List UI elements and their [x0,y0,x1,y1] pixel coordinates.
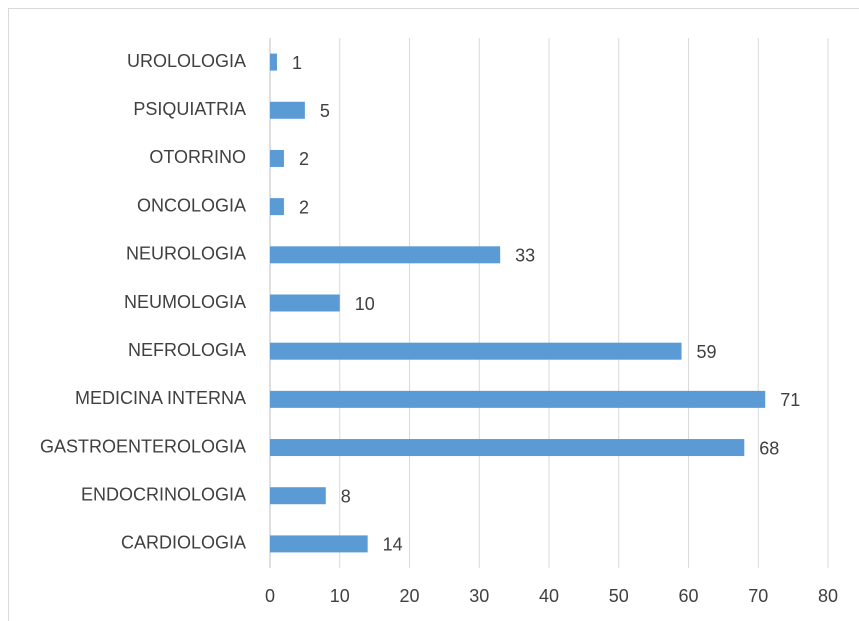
bar [270,101,305,119]
bar [270,342,682,360]
bar [270,53,277,71]
x-tick-label: 10 [330,586,350,606]
bar [270,294,340,312]
bar [270,390,766,408]
y-tick-label: GASTROENTEROLOGIA [40,436,246,456]
data-label: 10 [355,294,375,314]
bar [270,535,368,553]
x-tick-label: 40 [539,586,559,606]
data-label: 68 [759,438,779,458]
bar [270,149,284,167]
y-tick-label: ONCOLOGIA [137,195,246,215]
y-tick-label: UROLOLOGIA [127,51,246,71]
y-tick-label: NEUROLOGIA [126,244,246,264]
data-label: 59 [697,342,717,362]
data-label: 33 [515,246,535,266]
y-tick-label: NEUMOLOGIA [124,292,246,312]
chart-frame [8,8,859,621]
y-tick-label: OTORRINO [149,147,246,167]
data-label: 2 [299,197,309,217]
data-label: 5 [320,101,330,121]
x-tick-label: 20 [399,586,419,606]
data-label: 14 [383,535,403,555]
bar [270,246,501,264]
y-tick-label: CARDIOLOGIA [121,533,246,553]
y-tick-label: ENDOCRINOLOGIA [81,484,246,504]
x-tick-label: 60 [678,586,698,606]
x-tick-label: 80 [818,586,838,606]
bar [270,487,326,505]
bar [270,439,745,457]
x-tick-label: 70 [748,586,768,606]
data-label: 8 [341,486,351,506]
y-tick-label: MEDICINA INTERNA [75,388,246,408]
x-tick-label: 50 [609,586,629,606]
bar [270,198,284,216]
data-label: 71 [780,390,800,410]
y-tick-label: PSIQUIATRIA [133,99,246,119]
data-label: 1 [292,53,302,73]
x-tick-label: 0 [265,586,275,606]
data-label: 2 [299,149,309,169]
y-tick-label: NEFROLOGIA [128,340,246,360]
x-tick-label: 30 [469,586,489,606]
